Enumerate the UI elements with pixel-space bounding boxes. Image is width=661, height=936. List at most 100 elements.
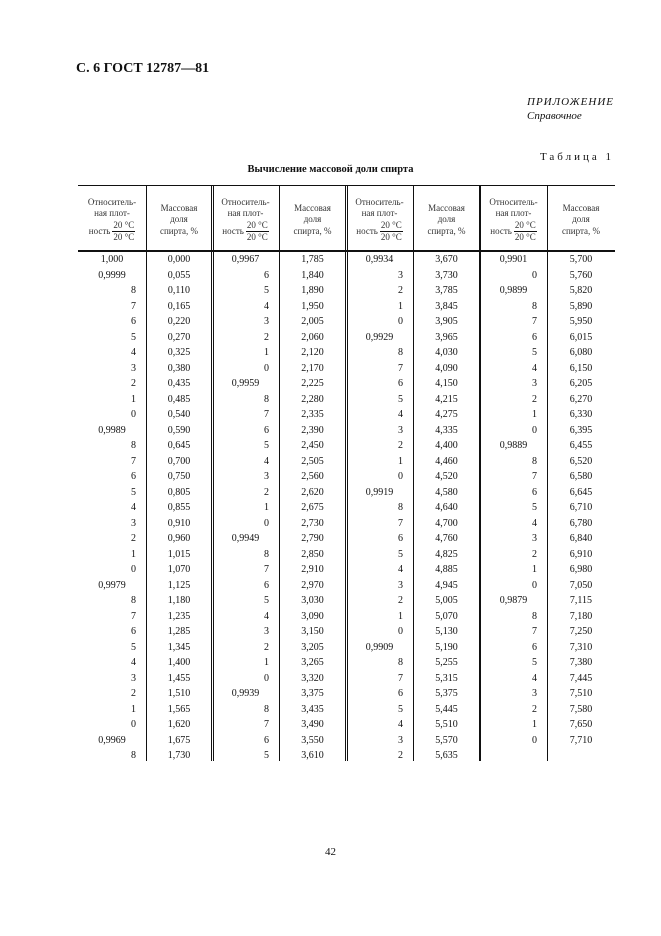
mass-fraction-cell: 7,250: [569, 626, 593, 637]
density-cell: 0: [398, 626, 403, 637]
mass-fraction-cell: 5,820: [569, 285, 593, 296]
mass-fraction-cell: 3,265: [301, 657, 324, 668]
density-cell: 4: [131, 502, 136, 513]
density-cell: 1: [131, 548, 136, 560]
density-cell: 0: [264, 362, 269, 374]
density-cell: 2: [532, 703, 537, 715]
header-line: Массовая: [428, 202, 465, 213]
density-cell: 0: [398, 471, 403, 482]
mass-fraction-cell: 5,315: [435, 672, 458, 684]
density-cell: 6: [398, 688, 403, 699]
density-cell: 4: [131, 347, 136, 358]
column-divider: [345, 185, 348, 761]
density-cell: 2: [131, 688, 136, 699]
mass-fraction-cell: 4,215: [435, 393, 458, 405]
density-cell: 0,9969: [98, 734, 126, 746]
mass-fraction-cell: 4,335: [435, 424, 458, 436]
density-cell: 7: [264, 564, 269, 575]
density-cell: 5: [131, 486, 136, 498]
density-cell: 3: [532, 378, 537, 389]
density-cell: 1: [264, 502, 269, 513]
density-cell: 4: [264, 300, 269, 312]
table-title: Вычисление массовой доли спирта: [247, 164, 414, 175]
density-cell: 0: [532, 734, 537, 746]
density-cell: 0: [532, 579, 537, 591]
density-cell: 7: [398, 672, 403, 684]
appendix-subtitle: Справочное: [527, 110, 582, 122]
density-cell: 3: [264, 316, 269, 327]
mass-fraction-cell: 7,050: [569, 579, 593, 591]
density-cell: 1: [131, 393, 136, 405]
mass-fraction-column-header: Массовая доля спирта, %: [413, 191, 480, 249]
mass-fraction-cell: 1,950: [301, 300, 324, 312]
density-cell: 4: [398, 719, 403, 730]
density-cell: 2: [264, 641, 269, 653]
header-line: Массовая: [294, 202, 331, 213]
header-line: доля: [170, 214, 188, 225]
density-cell: 8: [398, 347, 403, 358]
mass-fraction-cell: 6,330: [569, 409, 593, 420]
mass-fraction-column-header: Массовая доля спирта, %: [279, 191, 346, 249]
mass-fraction-cell: 3,375: [301, 688, 324, 699]
density-cell: 5: [398, 548, 403, 560]
density-cell: 6: [131, 471, 136, 482]
mass-fraction-cell: 4,885: [435, 564, 458, 575]
density-cell: 6: [532, 331, 537, 343]
density-cell: 7: [264, 719, 269, 730]
mass-fraction-cell: 2,060: [301, 331, 324, 343]
fraction-denominator: 20 °C: [380, 232, 402, 242]
mass-fraction-cell: 7,510: [569, 688, 593, 699]
header-line: ность: [88, 225, 111, 236]
density-cell: 3: [131, 517, 136, 529]
mass-fraction-cell: 5,445: [435, 703, 458, 715]
fraction-numerator: 20 °C: [245, 220, 269, 232]
mass-fraction-cell: 0,000: [167, 254, 191, 265]
mass-fraction-cell: 7,310: [569, 641, 593, 653]
density-cell: 6: [398, 533, 403, 544]
mass-fraction-cell: 3,435: [301, 703, 324, 715]
density-cell: 5: [264, 285, 269, 296]
density-cell: 1,000: [100, 254, 124, 265]
mass-fraction-cell: 1,235: [167, 610, 191, 622]
density-cell: 1: [532, 409, 537, 420]
density-cell: 2: [264, 486, 269, 498]
density-cell: 1: [398, 455, 403, 467]
mass-fraction-cell: 5,760: [569, 269, 593, 281]
density-cell: 4: [532, 672, 537, 684]
density-cell: 6: [264, 424, 269, 436]
header-line: спирта, %: [159, 225, 199, 236]
header-line: Относитель-: [355, 196, 404, 207]
mass-fraction-cell: 6,205: [569, 378, 593, 389]
density-cell: 5: [131, 331, 136, 343]
mass-fraction-cell: 2,120: [301, 347, 324, 358]
density-cell: 6: [264, 734, 269, 746]
density-cell: 2: [398, 750, 403, 761]
density-cell: 7: [398, 517, 403, 529]
mass-fraction-cell: 1,565: [167, 703, 191, 715]
density-cell: 4: [532, 517, 537, 529]
header-line: ная плот-: [227, 208, 264, 218]
mass-fraction-cell: 0,805: [167, 486, 191, 498]
mass-fraction-cell: 5,510: [435, 719, 458, 730]
density-column-header: Относитель-ная плот-ность 20 °C 20 °C: [346, 191, 413, 249]
density-cell: 0,9899: [499, 285, 528, 296]
fraction-denominator: 20 °C: [514, 232, 536, 242]
mass-fraction-cell: 6,980: [569, 564, 593, 575]
mass-fraction-cell: 7,710: [569, 734, 593, 746]
mass-fraction-cell: 0,380: [167, 362, 191, 374]
mass-fraction-cell: 6,710: [569, 502, 593, 513]
density-cell: 5: [131, 641, 136, 653]
mass-fraction-cell: 5,130: [435, 626, 458, 637]
mass-fraction-cell: 2,005: [301, 316, 324, 327]
density-cell: 5: [264, 595, 269, 606]
density-cell: 0,9879: [499, 595, 528, 606]
mass-fraction-cell: 0,270: [167, 331, 191, 343]
mass-fraction-cell: 2,505: [301, 455, 324, 467]
mass-fraction-cell: 2,910: [301, 564, 324, 575]
fraction-numerator: 20 °C: [112, 220, 136, 232]
header-line: ная плот-: [495, 208, 532, 218]
mass-fraction-cell: 5,190: [435, 641, 458, 653]
mass-fraction-cell: 6,840: [569, 533, 593, 544]
density-cell: 5: [532, 502, 537, 513]
density-cell: 8: [131, 440, 136, 451]
